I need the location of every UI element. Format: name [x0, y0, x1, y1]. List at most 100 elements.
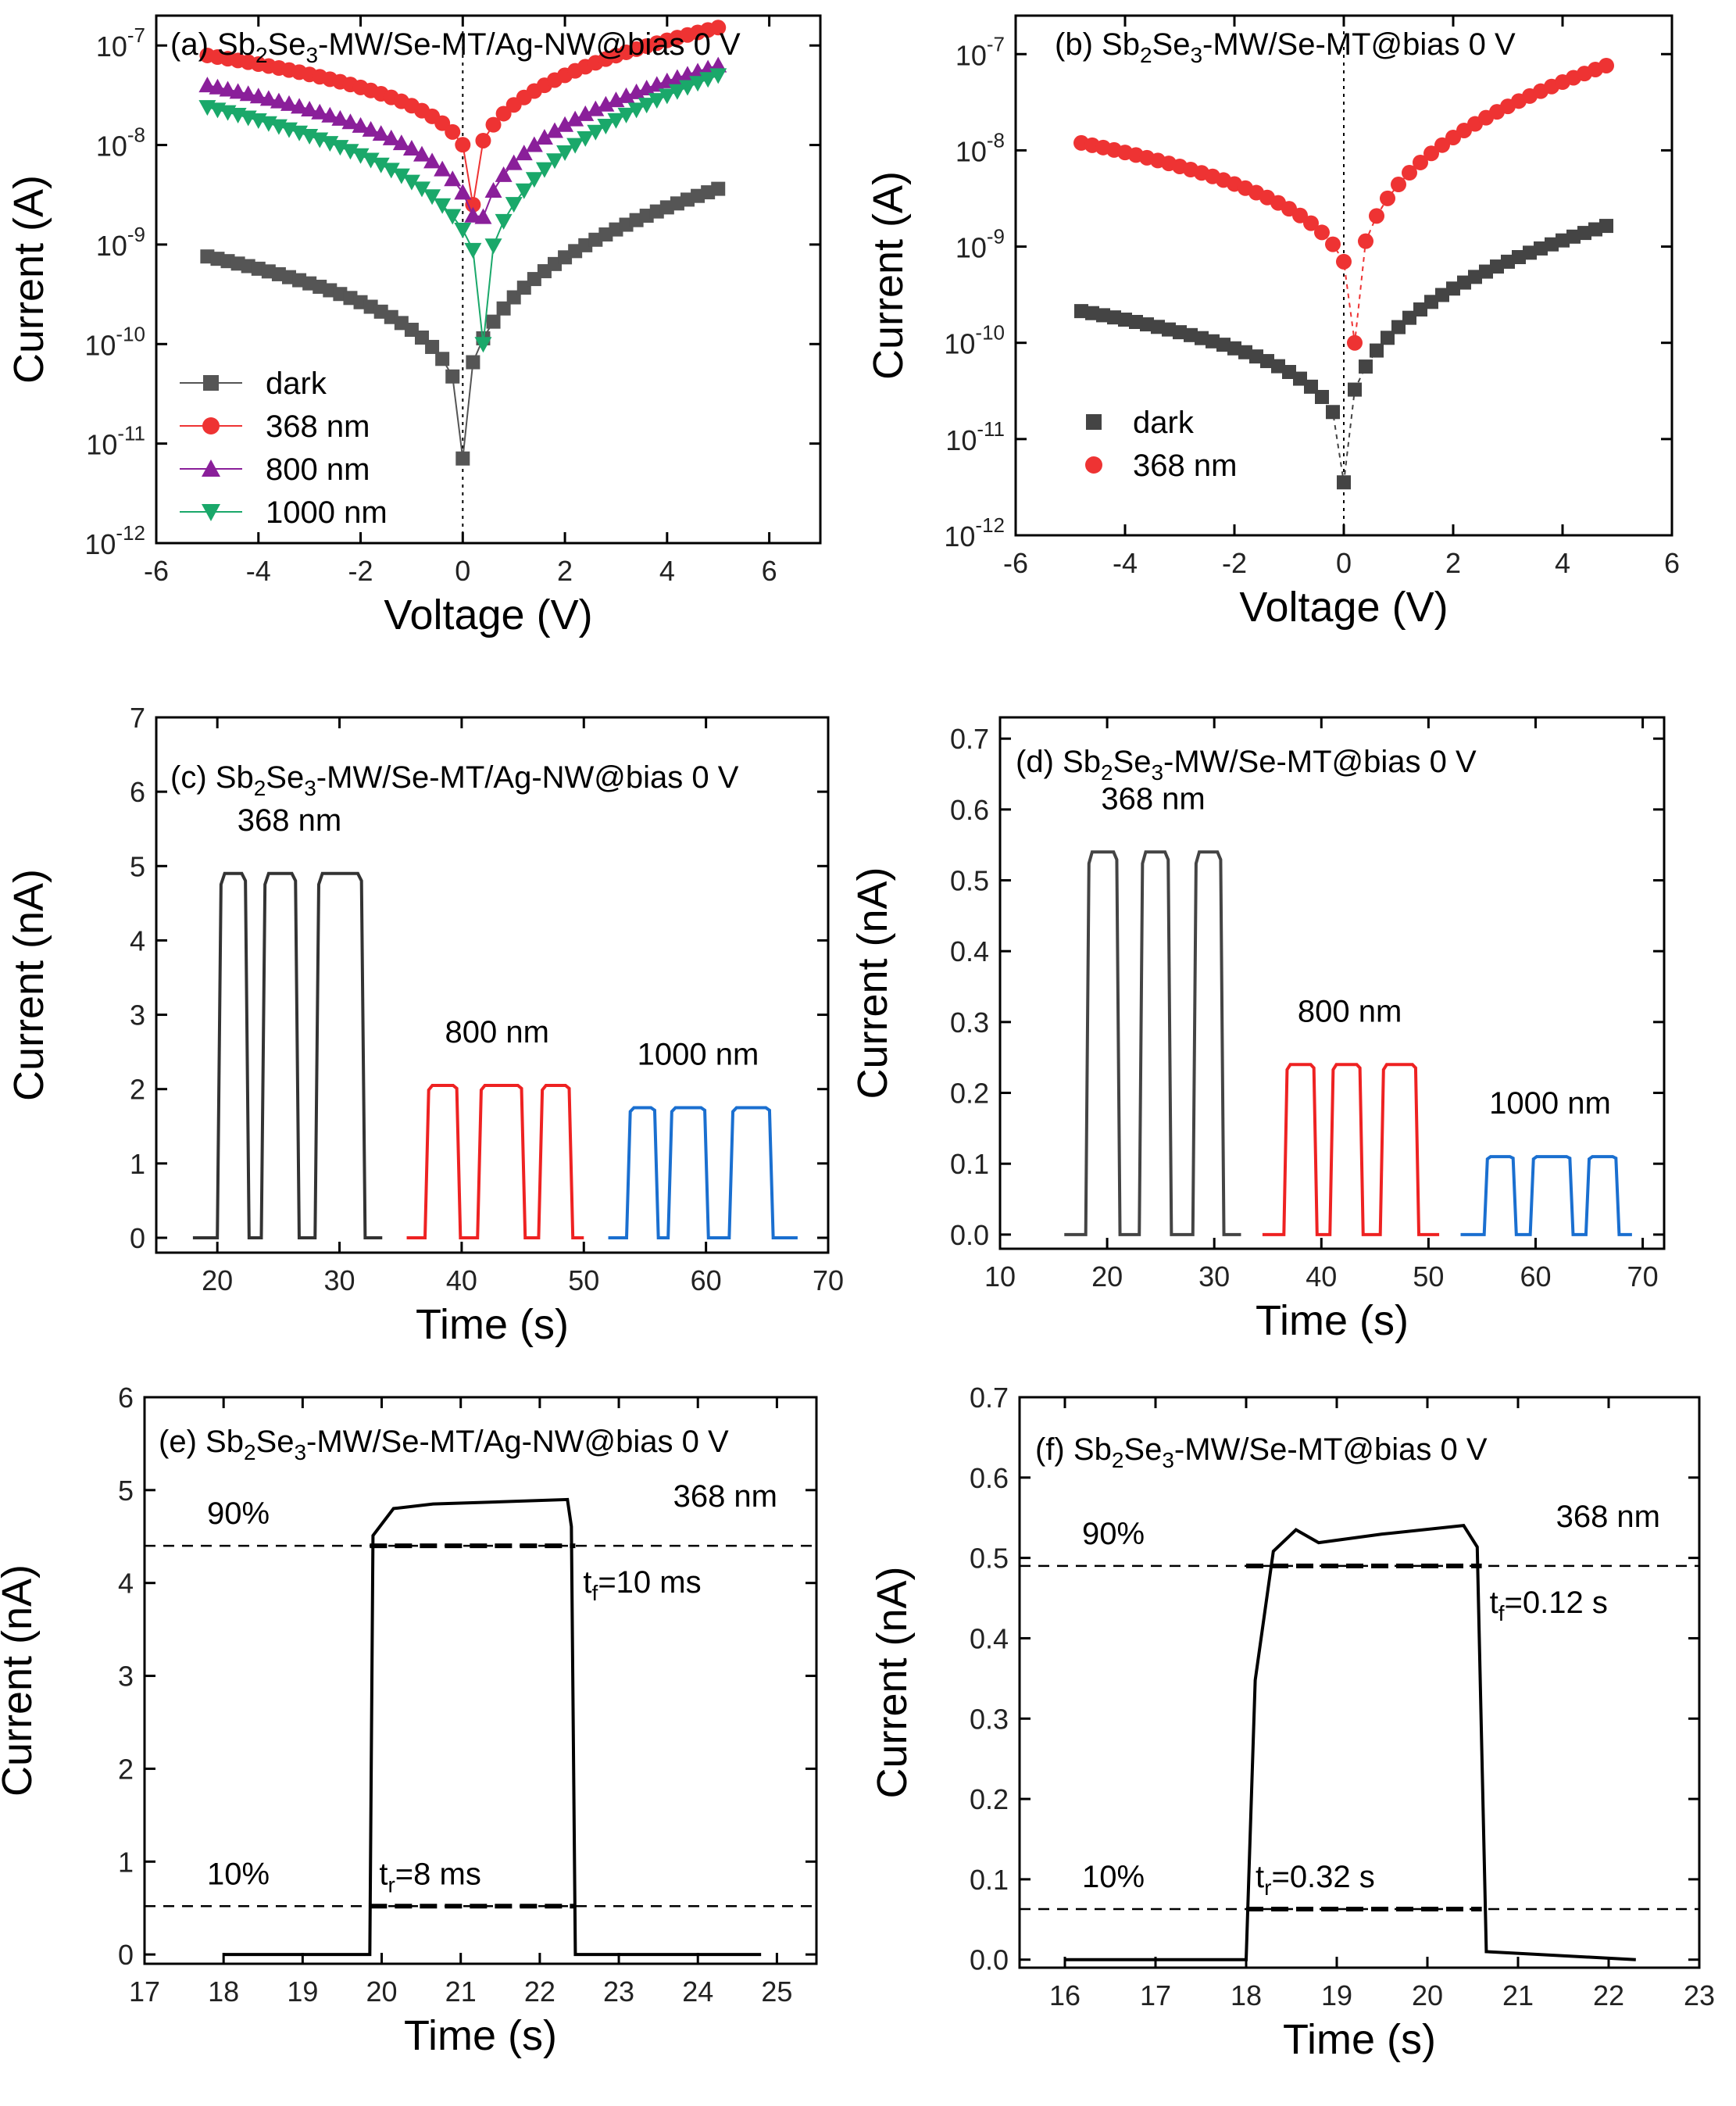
legend-item: 368 nm — [180, 409, 370, 444]
data-point — [484, 238, 502, 255]
y-tick-label: 10-9 — [956, 225, 1005, 264]
legend-label: 800 nm — [266, 452, 370, 487]
data-point — [1545, 237, 1559, 252]
data-point — [607, 91, 625, 108]
data-point — [711, 181, 726, 196]
y-axis-title: Current (nA) — [5, 869, 52, 1101]
y-tick-label: 10-7 — [956, 32, 1005, 71]
x-tick-label: 50 — [568, 1264, 599, 1296]
fall-time-label: tf=10 ms — [583, 1565, 701, 1605]
legend-label: dark — [266, 366, 327, 401]
y-axis-title: Current (nA) — [849, 867, 896, 1099]
formula-rest: -MW/Se-MT/Ag-NW@bias 0 V — [318, 27, 741, 62]
y-tick-label: 6 — [130, 776, 145, 808]
formula-element: Sb — [216, 760, 254, 795]
tick-base: 10 — [945, 424, 977, 456]
data-point — [392, 168, 410, 184]
x-tick-label: 40 — [1306, 1260, 1337, 1293]
data-point — [1184, 327, 1198, 342]
x-tick-label: 30 — [1198, 1260, 1230, 1293]
data-point — [445, 123, 461, 140]
x-tick-label: 70 — [1627, 1260, 1659, 1293]
time-symbol: t — [1256, 1860, 1264, 1894]
tick-exponent: -10 — [975, 321, 1005, 345]
data-point — [362, 120, 380, 137]
x-tick-label: 30 — [324, 1264, 355, 1296]
formula-subscript: 3 — [1190, 43, 1202, 67]
y-tick-label: 6 — [118, 1382, 134, 1414]
series-1000-nm: 1000 nm — [1460, 1086, 1632, 1236]
tick-base: 10 — [96, 230, 127, 262]
x-tick-label: 16 — [1049, 1979, 1081, 2011]
fall-time-label: tf=0.12 s — [1490, 1586, 1608, 1625]
data-point — [566, 110, 584, 127]
data-point — [1293, 371, 1307, 386]
panel-label: (c) — [170, 760, 207, 795]
formula-rest: -MW/Se-MT@bias 0 V — [1202, 27, 1516, 62]
panel-spacer — [209, 27, 217, 62]
formula-rest: -MW/Se-MT@bias 0 V — [1174, 1432, 1488, 1467]
data-point — [1457, 275, 1471, 290]
y-tick-label: 0.4 — [970, 1622, 1009, 1654]
legend-label: 368 nm — [1133, 449, 1237, 483]
data-point — [1468, 270, 1482, 284]
time-subscript: r — [1264, 1875, 1271, 1900]
data-point — [362, 152, 380, 169]
data-point — [382, 163, 400, 179]
x-tick-label: 17 — [129, 1975, 160, 2008]
data-point — [1162, 322, 1176, 337]
tick-exponent: -7 — [987, 32, 1005, 55]
tick-exponent: -11 — [117, 422, 145, 445]
data-point — [434, 160, 452, 177]
tick-exponent: -8 — [987, 128, 1005, 152]
series-trace — [406, 1083, 584, 1239]
data-point — [1566, 229, 1581, 244]
data-point — [280, 95, 298, 111]
legend-item: 1000 nm — [180, 495, 388, 530]
formula-element: Se — [266, 760, 304, 795]
data-point — [352, 116, 370, 133]
y-tick-label: 10-8 — [96, 123, 145, 163]
photocurrent-trace — [223, 1497, 762, 1957]
legend-marker — [202, 504, 220, 521]
data-point — [525, 172, 543, 188]
y-tick-label: 0.4 — [950, 935, 989, 967]
photocurrent-trace — [1065, 1524, 1636, 1961]
y-tick-label: 10-11 — [86, 422, 145, 461]
data-point — [1370, 343, 1384, 358]
data-point — [566, 138, 584, 154]
legend-item: dark — [1086, 406, 1195, 440]
rise-time-label: tr=8 ms — [379, 1857, 480, 1897]
data-point — [392, 134, 410, 151]
data-point — [495, 166, 513, 182]
series-trace — [608, 1106, 798, 1239]
wavelength-label: 368 nm — [673, 1479, 777, 1514]
panel-c: 20 30 40 50 60 70 0 1 2 3 4 5 6 7 Time (s) Current (nA)… — [5, 702, 844, 1348]
y-tick-label: 10-10 — [944, 321, 1005, 360]
data-point — [1216, 338, 1231, 352]
time-subscript: f — [1498, 1601, 1505, 1625]
series-368-nm — [199, 20, 727, 213]
formula-subscript: 2 — [244, 1440, 256, 1464]
y-tick-label: 10-7 — [96, 23, 145, 63]
y-tick-label: 0 — [130, 1222, 145, 1254]
y-tick-label: 7 — [130, 702, 145, 734]
y-tick-label: 3 — [130, 999, 145, 1032]
y-tick-label: 0.3 — [950, 1007, 989, 1039]
x-axis-title: Voltage (V) — [1239, 584, 1448, 631]
data-point — [1096, 308, 1110, 323]
plot-frame — [143, 1396, 818, 1965]
time-subscript: f — [592, 1581, 598, 1605]
x-tick-label: 24 — [682, 1975, 713, 2008]
time-symbol: t — [1490, 1586, 1498, 1620]
y-tick-label: 4 — [118, 1568, 134, 1600]
level-90-label: 90% — [1082, 1517, 1145, 1551]
series-800-nm: 800 nm — [1262, 994, 1440, 1236]
y-tick-label: 10-11 — [945, 417, 1005, 456]
x-tick-label: 20 — [202, 1264, 233, 1296]
data-point — [1206, 334, 1220, 349]
tick-exponent: -8 — [127, 123, 145, 147]
series-label: 1000 nm — [1489, 1086, 1611, 1121]
legend-label: 368 nm — [266, 409, 370, 444]
level-90-label: 90% — [207, 1496, 270, 1531]
